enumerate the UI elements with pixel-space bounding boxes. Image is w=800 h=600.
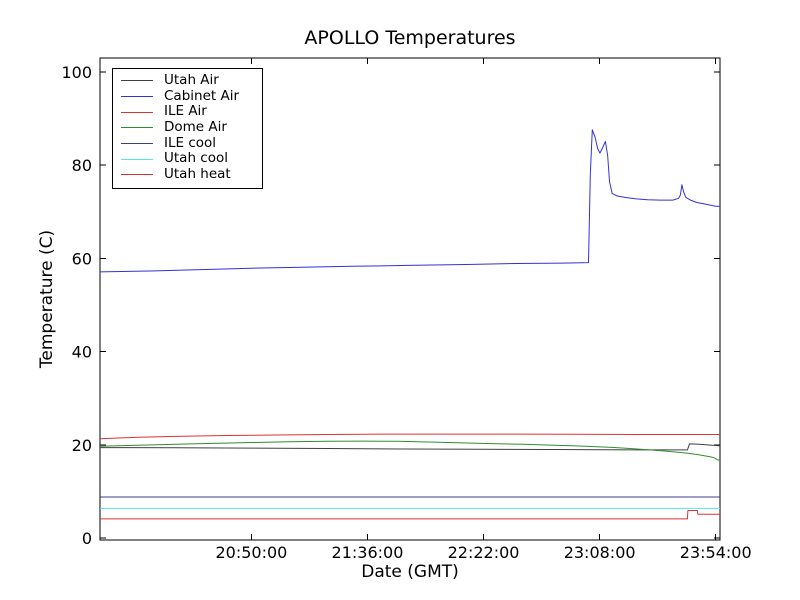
legend-line-swatch — [121, 111, 153, 113]
series-line-cabinet-air — [99, 129, 720, 273]
x-tick-label: 23:08:00 — [564, 543, 636, 562]
x-tick-label: 21:36:00 — [332, 543, 404, 562]
legend-item-label: Utah heat — [164, 166, 231, 183]
x-axis-label: Date (GMT) — [361, 562, 459, 582]
y-tick-label: 0 — [82, 529, 92, 548]
legend-line-swatch — [121, 96, 153, 98]
axis-spines — [99, 57, 721, 541]
legend: Utah Air Cabinet Air ILE Air Dome Air IL… — [112, 68, 263, 189]
legend-line-swatch — [121, 174, 153, 176]
legend-item-label: Utah Air — [164, 72, 219, 88]
legend-item-label: Cabinet Air — [164, 87, 240, 104]
y-tick-label: 60 — [72, 249, 92, 268]
series-line-utah-air — [99, 443, 721, 451]
legend-line-swatch — [121, 158, 153, 160]
series-line-ile-air — [99, 433, 720, 440]
legend-item: Dome Air — [113, 119, 262, 136]
series-line-utah-heat — [100, 510, 720, 520]
legend-item: ILE Air — [113, 104, 262, 120]
legend-item: Utah cool — [113, 151, 262, 167]
legend-line-swatch — [121, 143, 153, 145]
y-axis-label: Temperature (C) — [37, 229, 57, 369]
legend-item-label: ILE Air — [164, 103, 207, 120]
x-tick-label: 23:54:00 — [680, 543, 752, 562]
legend-item-label: Utah cool — [164, 150, 228, 167]
legend-item-label: ILE cool — [164, 134, 217, 151]
legend-item: Cabinet Air — [113, 87, 262, 105]
series-line-dome-air — [99, 440, 721, 461]
legend-line-swatch — [121, 127, 153, 129]
y-tick-label: 40 — [72, 343, 92, 362]
x-tick-label: 22:22:00 — [448, 543, 520, 562]
y-tick-label: 100 — [61, 63, 92, 82]
chart-title: APOLLO Temperatures — [304, 27, 516, 49]
y-tick-label: 20 — [72, 436, 92, 455]
legend-item: Utah heat — [113, 166, 262, 183]
y-tick-label: 80 — [72, 156, 92, 175]
legend-line-swatch — [121, 80, 153, 82]
legend-item: ILE cool — [113, 134, 262, 152]
legend-item-label: Dome Air — [164, 119, 227, 136]
x-tick-label: 20:50:00 — [215, 543, 287, 562]
legend-item: Utah Air — [113, 72, 262, 89]
